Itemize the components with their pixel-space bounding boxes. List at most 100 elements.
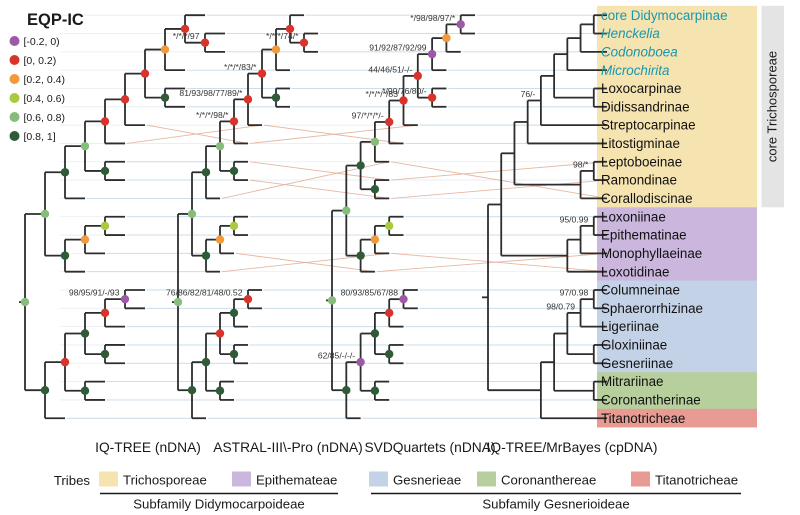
support-label: 97/*/*/*/-	[352, 110, 384, 120]
side-strip	[761, 5, 784, 208]
eqpic-node-P	[356, 357, 365, 367]
tribe-legend-label: Coronanthereae	[501, 473, 596, 488]
eqpic-node-L	[20, 297, 30, 307]
eqpic-node-D	[60, 168, 70, 177]
support-label: */*/*/98/*	[196, 110, 229, 120]
eqpic-node-D	[385, 349, 394, 359]
eqpic-node-O	[442, 33, 451, 43]
taxon-label: Ligeriinae	[601, 319, 659, 334]
eqpic-node-R	[399, 96, 408, 105]
taxon-label: Gesneriinae	[601, 356, 673, 371]
support-label: 76/-	[521, 89, 536, 99]
eqpic-node-D	[201, 168, 211, 177]
taxon-label: Titanotricheae	[601, 411, 685, 426]
eqpic-node-R	[413, 71, 422, 81]
eqpic-node-D	[370, 185, 380, 194]
taxon-label: Gloxiniinae	[601, 338, 667, 353]
tribe-legend-label: Gesnerieae	[393, 473, 461, 488]
eqpic-node-P	[427, 49, 437, 59]
tribe-swatch-titanotricheae	[631, 471, 650, 487]
eqpic-node-L	[80, 141, 90, 151]
taxon-label: Loxoniinae	[601, 209, 666, 224]
eqpic-swatch-L	[9, 112, 20, 122]
conflict-link	[263, 124, 404, 144]
eqpic-swatch-O	[9, 74, 20, 84]
eqpic-node-D	[80, 329, 90, 338]
eqpic-node-R	[427, 93, 437, 102]
eqpic-node-O	[271, 45, 281, 54]
eqpic-node-R	[120, 95, 130, 104]
method-label-astral-ndna: ASTRAL-III\-Pro (nDNA)	[213, 440, 363, 455]
taxon-label: Henckelia	[601, 26, 660, 41]
eqpic-node-D	[201, 251, 211, 260]
eqpic-node-D	[356, 161, 365, 170]
eqpic-node-D	[160, 93, 170, 102]
support-label: 95/0.99	[560, 214, 589, 224]
support-label: 76/86/82/81/48/0.52	[166, 288, 243, 298]
eqpic-node-D	[342, 385, 351, 395]
eqpic-node-D	[229, 166, 239, 176]
support-label: 81/93/98/77/89/*	[179, 88, 243, 98]
support-label: */90/76/80/-	[382, 86, 427, 96]
eqpic-item-label: [0, 0.2)	[24, 55, 57, 67]
tribe-swatch-coronanthereae	[477, 471, 496, 487]
eqpic-node-D	[100, 349, 110, 359]
tribe-blocks	[597, 5, 757, 428]
conflict-link	[249, 161, 390, 181]
eqpic-node-R	[257, 69, 267, 78]
tree-iqtree-mrbayes-cpdna	[482, 14, 607, 420]
eqpic-node-R	[385, 117, 394, 127]
eqpic-item-label: [0.8, 1]	[24, 131, 56, 143]
eqpic-swatch-R	[9, 55, 20, 65]
support-label: */98/98/97/*	[410, 13, 456, 23]
conflict-link	[391, 161, 608, 181]
eqpic-node-R	[100, 117, 110, 126]
eqpic-item-label: [0.4, 0.6)	[24, 93, 65, 105]
taxon-label: Monophyllaeinae	[601, 246, 702, 261]
eqpic-node-Y	[100, 221, 110, 231]
taxon-label: Corallodiscinae	[601, 191, 693, 206]
eqpic-swatch-P	[9, 36, 20, 46]
support-label: 62/85/-/-/-	[318, 351, 355, 361]
eqpic-node-D	[100, 166, 110, 176]
tanglegram-links	[67, 14, 608, 419]
eqpic-swatch-Y	[9, 93, 20, 103]
eqpic-node-O	[80, 235, 90, 244]
tribe-block-titanotricheae	[597, 408, 757, 428]
conflict-link	[249, 179, 390, 199]
support-label: */*/*/83/*	[224, 62, 257, 72]
taxon-label: Mitrariinae	[601, 374, 664, 389]
eqpic-item-label: [-0.2, 0)	[24, 36, 60, 48]
taxon-label: Ramondinae	[601, 173, 677, 188]
eqpic-item-label: [0.2, 0.4)	[24, 74, 65, 86]
conflict-link	[391, 161, 608, 199]
method-label-svdquartets-ndna: SVDQuartets (nDNA)	[364, 440, 495, 455]
taxon-label: Codonoboea	[601, 44, 678, 59]
tribe-swatch-epithemateae	[232, 471, 251, 487]
tree-iqtree-mrbayes-cpdna-nodes: 76/- 98/* 95/0.99 97/0.98 98/0.79	[521, 89, 589, 311]
eqpic-node-D	[356, 251, 365, 260]
eqpic-node-D	[370, 329, 380, 338]
eqpic-node-L	[40, 209, 50, 219]
eqpic-node-R	[100, 308, 110, 318]
eqpic-node-D	[215, 386, 225, 395]
subfamily-didymocarpoideae-label: Subfamily Didymocarpoideae	[133, 497, 305, 512]
eqpic-legend-title: EQP-IC	[27, 11, 84, 29]
taxon-label: Epithematinae	[601, 228, 687, 243]
eqpic-node-R	[180, 24, 190, 34]
side-strip-label: core Trichosporeae	[765, 51, 780, 162]
eqpic-node-D	[229, 308, 239, 318]
eqpic-node-P	[120, 294, 130, 304]
conflict-link	[126, 124, 263, 144]
eqpic-node-Y	[385, 221, 394, 231]
support-label: 98/95/91/-/93	[69, 288, 120, 298]
tribes-legend: Tribes Trichosporeae Epithemateae Gesneriea…	[54, 471, 741, 512]
taxon-label: Loxotidinae	[601, 264, 670, 279]
tree-iq-tree-ndna-nodes: */*/*/97 98/95/91/-/93	[20, 24, 210, 395]
eqpic-node-D	[187, 385, 197, 395]
taxon-label: Microchirita	[601, 63, 669, 78]
eqpic-node-D	[370, 386, 380, 395]
eqpic-node-P	[456, 20, 465, 29]
eqpic-node-R	[285, 24, 295, 34]
